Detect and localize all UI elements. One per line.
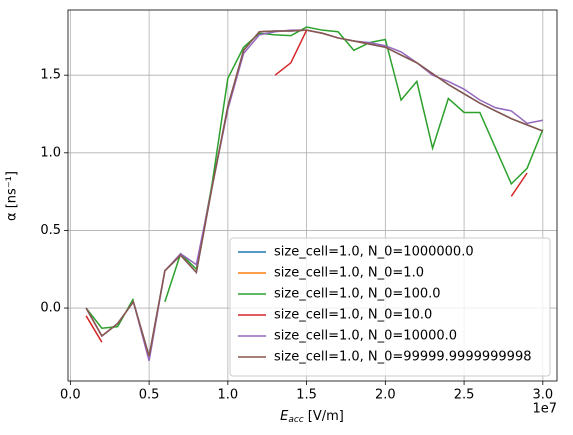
legend-box (229, 237, 551, 377)
x-tick-label: 2.0 (375, 388, 396, 403)
legend-label: size_cell=1.0, N_0=1.0 (274, 266, 424, 281)
y-tick-label: 1.0 (40, 145, 61, 160)
legend-label: size_cell=1.0, N_0=10000.0 (274, 329, 457, 344)
x-tick-label: 3.0 (532, 388, 553, 403)
y-axis-label: α [ns⁻¹] (5, 171, 20, 221)
x-label-symbol: E (280, 409, 289, 424)
x-tick-label: 1.0 (218, 388, 239, 403)
x-label-unit: [V/m] (308, 409, 344, 424)
series-line (85, 29, 528, 343)
x-tick-label: 1.5 (296, 388, 317, 403)
legend-label: size_cell=1.0, N_0=99999.9999999998 (274, 350, 532, 365)
x-offset-text: 1e7 (532, 402, 557, 417)
plot-frame (67, 9, 558, 382)
legend-label: size_cell=1.0, N_0=100.0 (274, 287, 441, 302)
x-tick-label: 2.5 (454, 388, 475, 403)
x-tick-label: 0.5 (139, 388, 160, 403)
x-label-subscript: acc (288, 415, 303, 425)
y-tick-label: 1.5 (40, 68, 61, 83)
legend-label: size_cell=1.0, N_0=10.0 (274, 308, 432, 323)
x-axis-label: Eacc [V/m] (280, 409, 344, 425)
legend-label: size_cell=1.0, N_0=1000000.0 (274, 245, 474, 260)
y-tick-label: 0.5 (40, 223, 61, 238)
y-tick-label: 0.0 (40, 301, 61, 316)
series-line (85, 29, 544, 357)
x-tick-label: 0.0 (60, 388, 81, 403)
